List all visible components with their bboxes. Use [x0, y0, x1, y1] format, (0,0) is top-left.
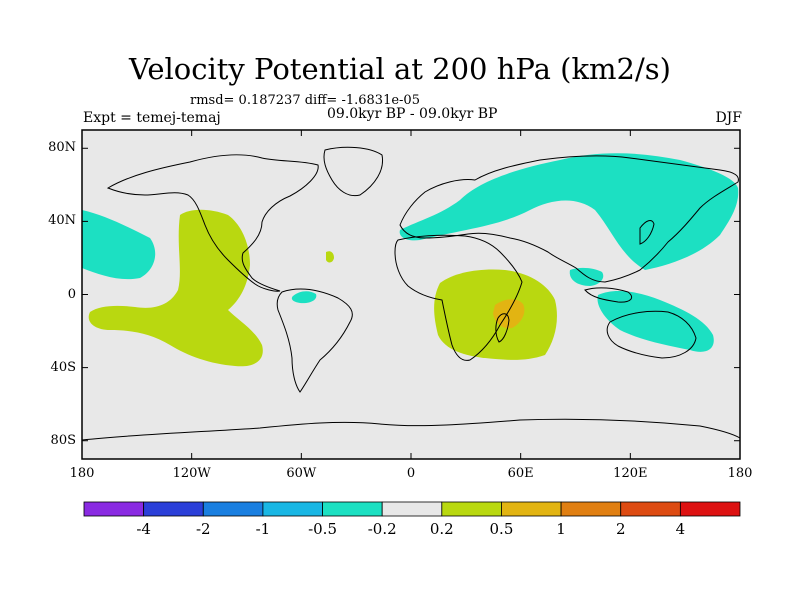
y-tick-label: 80N [48, 140, 76, 156]
y-axis-ticks [82, 147, 740, 442]
negative-region-indian-ocean [569, 267, 604, 286]
colorbar-swatch [620, 501, 681, 517]
colorbar-swatch [381, 501, 443, 517]
coastline-madagascar [495, 313, 510, 343]
negative-region-north-pacific [82, 210, 156, 280]
colorbar-label: -0.2 [367, 520, 397, 538]
x-tick-label: 0 [406, 466, 416, 481]
colorbar-swatch [202, 501, 264, 517]
colorbar-label: -2 [195, 520, 211, 538]
colorbar-swatch [322, 501, 383, 517]
y-tick-label: 40N [48, 213, 76, 229]
positive-region-east-pacific-americas [88, 209, 263, 367]
negative-anomaly-regions [82, 153, 739, 352]
experiment-label: Expt = temej-temaj [83, 110, 221, 126]
colorbar-swatch [560, 501, 622, 517]
colorbar-swatch [441, 501, 502, 517]
colorbar [83, 501, 741, 517]
coastline-africa [394, 234, 523, 361]
coastline-antarctica [81, 418, 741, 441]
colorbar-label: 2 [615, 520, 626, 538]
negative-region-australia [597, 290, 714, 352]
season-label: DJF [715, 110, 742, 126]
colorbar-label: 1 [556, 520, 566, 538]
x-tick-label: 180 [727, 466, 753, 481]
y-tick-label: 80S [50, 432, 76, 448]
coastline-australia [606, 310, 697, 359]
colorbar-label: 4 [675, 520, 686, 538]
colorbar-swatch [679, 501, 741, 517]
coastline-north-america [106, 154, 319, 292]
colorbar-swatch [143, 501, 204, 517]
coastline-south-america [276, 288, 353, 393]
negative-region-eurasia [399, 153, 739, 270]
x-tick-label: 120E [613, 466, 648, 481]
coastline-greenland [323, 146, 384, 197]
colorbar-label: -0.5 [308, 520, 337, 538]
colorbar-swatch [262, 501, 323, 517]
colorbar-label: 0.5 [489, 520, 514, 538]
negative-region-caribbean [291, 291, 317, 304]
colorbar-label: -4 [136, 520, 151, 538]
y-tick-label: 40S [50, 359, 76, 375]
coastline-japan [639, 220, 655, 245]
colorbar-swatch [83, 501, 145, 517]
coastline-eurasia [399, 155, 739, 283]
colorbar-swatch [501, 501, 562, 517]
positive-region-atlantic-speck [326, 251, 334, 263]
x-tick-label: 120W [172, 466, 211, 481]
period-text: 09.0kyr BP - 09.0kyr BP [327, 106, 498, 122]
x-tick-label: 60E [507, 466, 534, 481]
y-tick-label: 0 [67, 286, 76, 302]
stats-text: rmsd= 0.187237 diff= -1.6831e-05 [190, 93, 420, 108]
x-axis-ticks [81, 130, 741, 459]
colorbar-label: 0.2 [429, 520, 454, 538]
plot-title: Velocity Potential at 200 hPa (km2/s) [129, 52, 671, 86]
x-tick-label: 60W [286, 466, 317, 481]
x-tick-label: 180 [69, 466, 95, 481]
strong-positive-region [493, 299, 525, 329]
coastlines [81, 146, 741, 441]
colorbar-label: -1 [255, 520, 271, 538]
coastline-maritime-continent [584, 287, 633, 303]
